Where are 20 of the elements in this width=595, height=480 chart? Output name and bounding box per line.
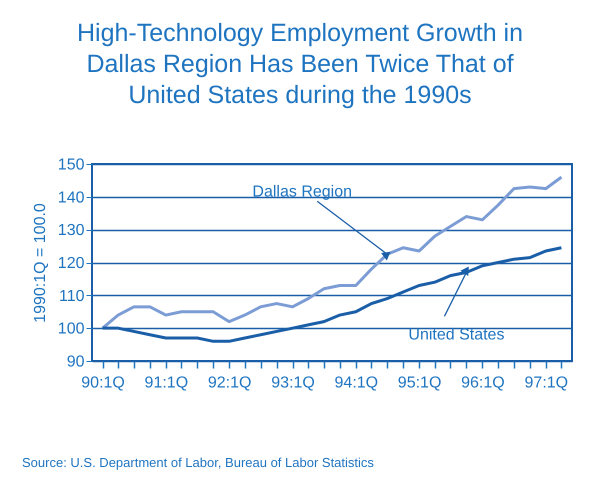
x-tick-label: 96:1Q [461,374,505,392]
x-tick-label: 93:1Q [271,374,315,392]
x-tick-label: 91:1Q [144,374,188,392]
x-tick-label: 97:1Q [524,374,568,392]
y-tick-label: 90 [66,354,85,370]
x-tick-label: 92:1Q [208,374,252,392]
y-tick-label: 100 [58,320,85,338]
y-tick-label: 130 [58,222,85,240]
x-tick-label: 94:1Q [334,374,378,392]
source-note: Source: U.S. Department of Labor, Bureau of Labor Statistics [22,455,374,470]
text: Dallas Region [252,183,352,200]
y-tick-label: 120 [58,255,85,272]
y-tick-label: 140 [58,189,85,206]
y-axis-title: 1990:1Q = 100.0 [32,203,49,323]
x-tick-label: 90:1Q [81,374,125,392]
y-tick-label: 150 [58,156,85,174]
x-tick-label: 95:1Q [398,374,442,392]
text: United States [408,326,504,344]
chart-title: High-Technology Employment Growth in Dallas Region Has Been Twice That of United States during the 1990s [76,18,524,111]
y-tick-label: 110 [58,288,85,305]
